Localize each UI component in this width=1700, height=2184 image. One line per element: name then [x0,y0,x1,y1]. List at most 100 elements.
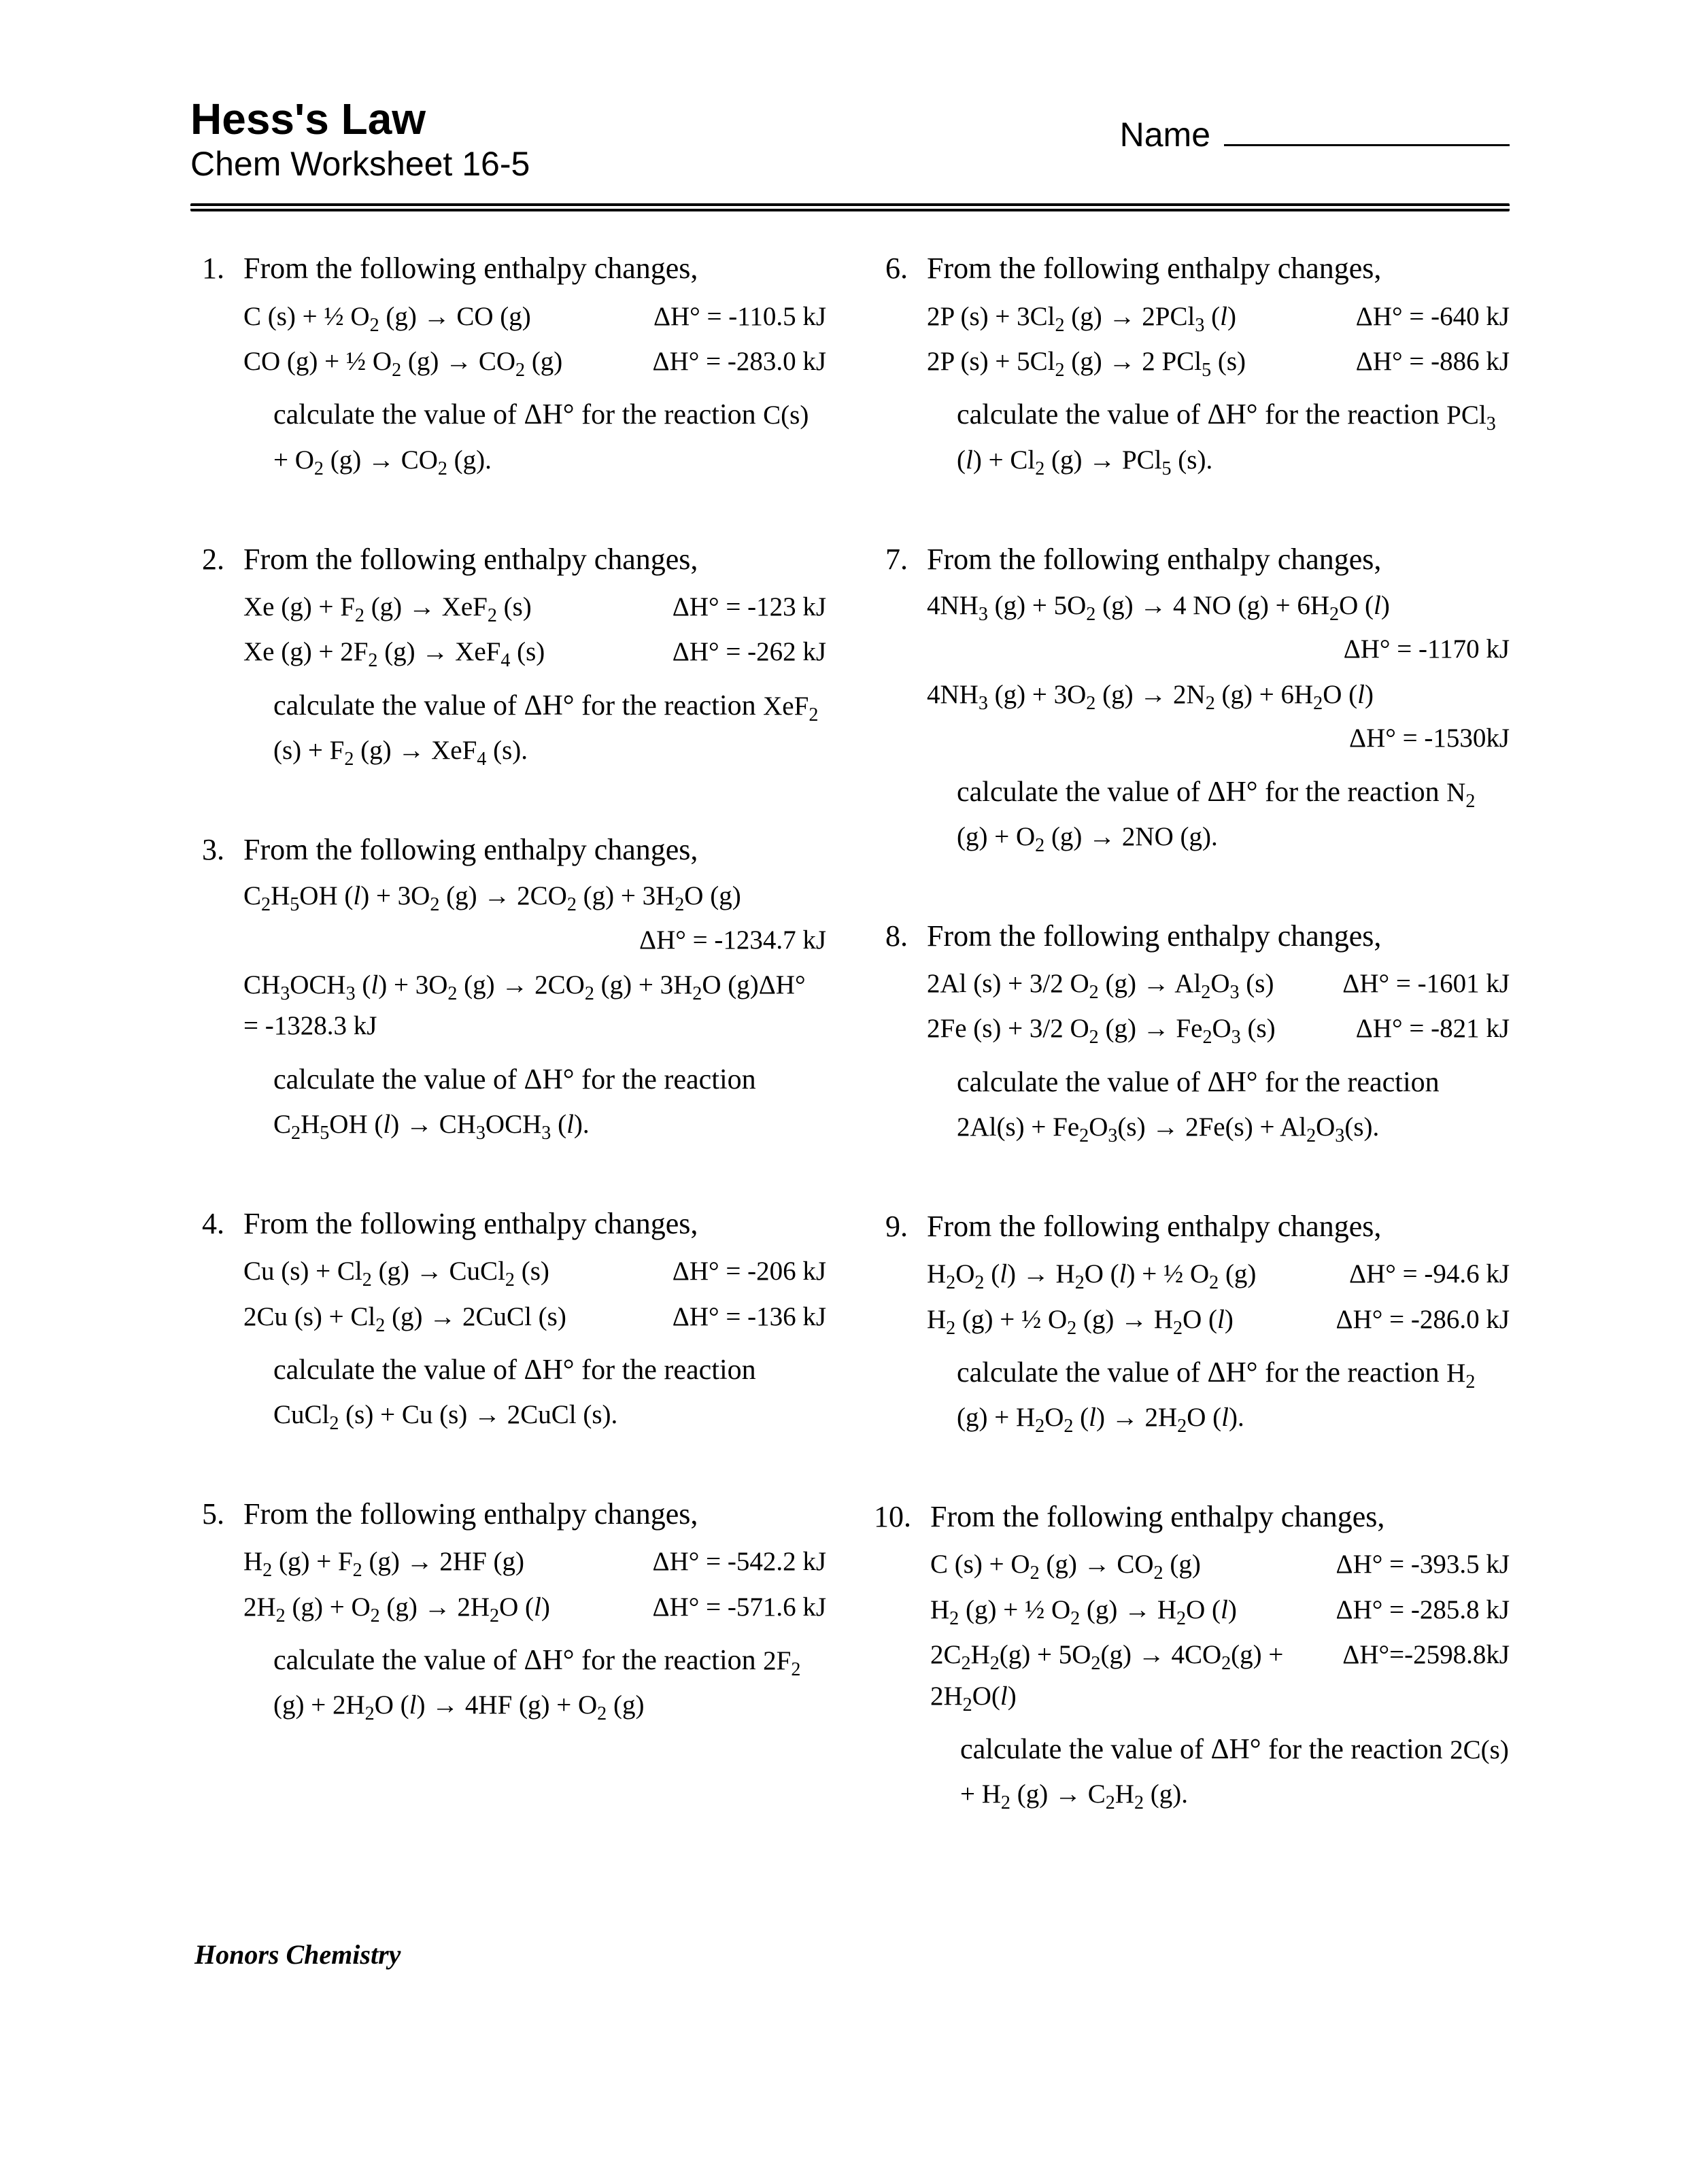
delta-h: ΔH° = -1234.7 kJ [243,920,826,961]
problem: 8.From the following enthalpy changes,2A… [874,913,1510,1149]
reaction: 2Cu (s) + Cl2 (g) → 2CuCl (s) [243,1297,566,1337]
delta-h: ΔH° = -1170 kJ [927,629,1510,670]
reaction: C (s) + ½ O2 (g) → CO (g) [243,296,531,337]
equation-row: 2P (s) + 3Cl2 (g) → 2PCl3 (l)ΔH° = -640 … [927,296,1510,337]
target-reaction: CuCl2 (s) + Cu (s) → 2CuCl (s). [273,1400,617,1429]
calc-prompt: calculate the value of ΔH° for the react… [243,684,826,772]
reaction: 2P (s) + 5Cl2 (g) → 2 PCl5 (s) [927,341,1246,382]
equation-row: Xe (g) + 2F2 (g) → XeF4 (s) ΔH° = -262 kJ [243,632,826,672]
problem: 6.From the following enthalpy changes,2P… [874,245,1510,481]
problem-body: From the following enthalpy changes,4NH3… [920,536,1510,859]
problem: 5.From the following enthalpy changes,H2… [190,1491,826,1727]
worksheet-subtitle: Chem Worksheet 16-5 [190,146,530,183]
delta-h: ΔH° = -393.5 kJ [1324,1544,1510,1585]
problem: 10. From the following enthalpy changes,C… [874,1494,1510,1816]
reaction: CH3OCH3 (l) + 3O2 (g) → 2CO2 (g) + 3H2O … [243,965,826,1047]
reaction: H2O2 (l) → H2O (l) + ½ O2 (g) [927,1254,1256,1295]
problem-number: 9. [874,1204,908,1250]
target-reaction: C2H5OH (l) → CH3OCH3 (l). [273,1110,590,1139]
equation-row: H2O2 (l) → H2O (l) + ½ O2 (g) ΔH° = -94.6… [927,1254,1510,1295]
problem-body: From the following enthalpy changes,C (s… [237,245,826,481]
target-reaction: 2Al(s) + Fe2O3(s) → 2Fe(s) + Al2O3(s). [957,1112,1379,1142]
intro-text: From the following enthalpy changes, [243,536,826,583]
worksheet-title: Hess's Law [190,95,530,143]
reaction: Xe (g) + 2F2 (g) → XeF4 (s) [243,632,545,672]
target-reaction: N2 (g) + O2 (g) → 2NO (g). [957,778,1475,851]
target-reaction: 2F2 (g) + 2H2O (l) → 4HF (g) + O2 (g) [273,1646,800,1720]
calc-prompt: calculate the value of ΔH° for the react… [243,393,826,481]
name-field: Name [1120,109,1510,154]
problem-body: From the following enthalpy changes,2Al … [920,913,1510,1149]
intro-text: From the following enthalpy changes, [927,245,1510,292]
footer: Honors Chemistry [190,1939,1510,1970]
equation-row: C (s) + ½ O2 (g) → CO (g) ΔH° = -110.5 kJ [243,296,826,337]
reaction: C (s) + O2 (g) → CO2 (g) [930,1544,1201,1585]
problem-body: From the following enthalpy changes,H2O2… [920,1204,1510,1439]
reaction: 2Fe (s) + 3/2 O2 (g) → Fe2O3 (s) [927,1008,1276,1049]
problem: 9.From the following enthalpy changes,H2… [874,1204,1510,1439]
reaction: 2H2 (g) + O2 (g) → 2H2O (l) [243,1587,550,1628]
equation-row: Cu (s) + Cl2 (g) → CuCl2 (s) ΔH° = -206 k… [243,1251,826,1292]
problem-body: From the following enthalpy changes,Cu (… [237,1201,826,1437]
problem-number: 3. [190,827,224,873]
column-left: 1.From the following enthalpy changes,C … [190,245,826,1871]
intro-text: From the following enthalpy changes, [927,1204,1510,1250]
calc-prompt: calculate the value of ΔH° for the react… [927,770,1510,859]
problem-number: 1. [190,245,224,292]
intro-text: From the following enthalpy changes, [927,913,1510,959]
target-reaction: XeF2 (s) + F2 (g) → XeF4 (s). [273,692,818,765]
problem-number: 10. [874,1494,911,1540]
reaction: 2C2H2(g) + 5O2(g) → 4CO2(g) + 2H2O(l) [930,1635,1330,1717]
equation-row: 2Cu (s) + Cl2 (g) → 2CuCl (s)ΔH° = -136 … [243,1297,826,1337]
reaction: 2P (s) + 3Cl2 (g) → 2PCl3 (l) [927,296,1236,337]
calc-prompt: calculate the value of ΔH° for the react… [243,1639,826,1727]
delta-h: ΔH° = -110.5 kJ [641,296,826,337]
problem-number: 4. [190,1201,224,1247]
target-reaction: PCl3 (l) + Cl2 (g) → PCl5 (s). [957,400,1496,474]
calc-prompt: calculate the value of ΔH° for the react… [927,1061,1510,1149]
problem-body: From the following enthalpy changes,2P (… [920,245,1510,481]
delta-h: ΔH° = -283.0 kJ [641,341,827,382]
equation-row: H2 (g) + ½ O2 (g) → H2O (l) ΔH° = -286.0 … [927,1299,1510,1340]
divider-rule [190,203,1510,211]
problem-body: From the following enthalpy changes,H2 (… [237,1491,826,1727]
delta-h: ΔH° = -123 kJ [660,587,826,628]
delta-h: ΔH° = -206 kJ [660,1251,826,1292]
problem-body: From the following enthalpy changes,C (s… [923,1494,1510,1816]
intro-text: From the following enthalpy changes, [243,827,826,873]
equation-row: CO (g) + ½ O2 (g) → CO2 (g) ΔH° = -283.0 … [243,341,826,382]
column-right: 6.From the following enthalpy changes,2P… [874,245,1510,1871]
reaction: 2Al (s) + 3/2 O2 (g) → Al2O3 (s) [927,963,1274,1004]
intro-text: From the following enthalpy changes, [927,536,1510,583]
intro-text: From the following enthalpy changes, [243,1201,826,1247]
reaction: H2 (g) + F2 (g) → 2HF (g) [243,1541,524,1582]
problem-body: From the following enthalpy changes, Xe (… [237,536,826,772]
reaction: H2 (g) + ½ O2 (g) → H2O (l) [927,1299,1234,1340]
title-block: Hess's Law Chem Worksheet 16-5 [190,95,530,183]
reaction: 4NH3 (g) + 3O2 (g) → 2N2 (g) + 6H2O (l) [927,675,1510,715]
delta-h: ΔH° = -571.6 kJ [641,1587,827,1628]
delta-h: ΔH° = -94.6 kJ [1337,1254,1510,1295]
problem: 2.From the following enthalpy changes,Xe… [190,536,826,772]
name-blank-line[interactable] [1224,109,1510,146]
delta-h: ΔH° = -886 kJ [1344,341,1510,382]
intro-text: From the following enthalpy changes, [243,245,826,292]
equation-row: 2Al (s) + 3/2 O2 (g) → Al2O3 (s)ΔH° = -1… [927,963,1510,1004]
reaction: Cu (s) + Cl2 (g) → CuCl2 (s) [243,1251,549,1292]
calc-prompt: calculate the value of ΔH° for the react… [927,393,1510,481]
target-reaction: H2 (g) + H2O2 (l) → 2H2O (l). [957,1359,1475,1432]
equation-row: C (s) + O2 (g) → CO2 (g) ΔH° = -393.5 kJ [930,1544,1510,1585]
reaction: CO (g) + ½ O2 (g) → CO2 (g) [243,341,562,382]
problem-body: From the following enthalpy changes, C2H5… [237,827,826,1146]
delta-h: ΔH° = -262 kJ [660,632,826,672]
problem: 1. From the following enthalpy changes,C … [190,245,826,481]
name-label: Name [1120,115,1210,154]
reaction: 4NH3 (g) + 5O2 (g) → 4 NO (g) + 6H2O (l) [927,585,1510,626]
delta-h: ΔH° = -286.0 kJ [1324,1299,1510,1340]
equation-row: 2C2H2(g) + 5O2(g) → 4CO2(g) + 2H2O(l)ΔH°… [930,1635,1510,1717]
header: Hess's Law Chem Worksheet 16-5 Name [190,95,1510,183]
calc-prompt: calculate the value of ΔH° for the react… [927,1351,1510,1439]
equation-row: 2Fe (s) + 3/2 O2 (g) → Fe2O3 (s)ΔH° = -8… [927,1008,1510,1049]
problem: 4.From the following enthalpy changes,Cu… [190,1201,826,1437]
problem: 3. From the following enthalpy changes, C2… [190,827,826,1146]
